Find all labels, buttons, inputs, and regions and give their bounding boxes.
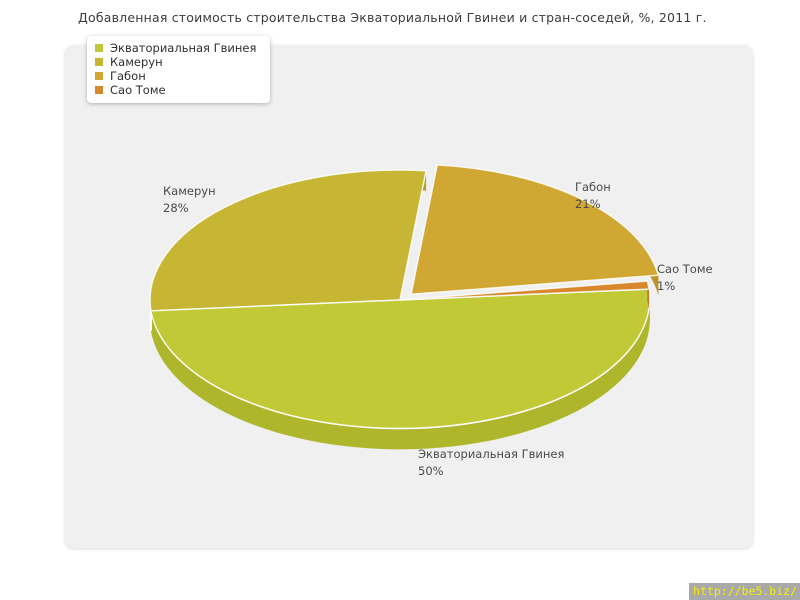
slice-label-name: Камерун: [163, 184, 216, 198]
legend-item-gabon[interactable]: Габон: [95, 69, 256, 83]
slice-label-saotome: Сао Томе 1%: [657, 261, 713, 295]
slice-label-eqguinea: Экваториальная Гвинея 50%: [418, 446, 564, 480]
legend: Экваториальная Гвинея Камерун Габон Сао …: [87, 36, 271, 103]
chart-title: Добавленная стоимость строительства Эква…: [78, 10, 707, 25]
slice-label-name: Экваториальная Гвинея: [418, 447, 565, 461]
legend-label: Сао Томе: [110, 83, 166, 97]
legend-label: Габон: [110, 69, 146, 83]
legend-item-eqguinea[interactable]: Экваториальная Гвинея: [95, 41, 256, 55]
slice-label-gabon: Габон 21%: [575, 179, 611, 213]
slice-label-name: Габон: [575, 180, 611, 194]
legend-item-saotome[interactable]: Сао Томе: [95, 83, 256, 97]
legend-label: Камерун: [110, 55, 163, 69]
pie-slice-eqguinea[interactable]: [150, 288, 651, 430]
slice-label-cameroon: Камерун 28%: [163, 183, 216, 217]
watermark-link[interactable]: http://be5.biz/: [689, 583, 800, 600]
slice-label-percent: 21%: [575, 197, 601, 211]
legend-swatch-icon: [95, 44, 103, 52]
slice-label-percent: 50%: [418, 464, 444, 478]
slice-label-name: Сао Томе: [657, 262, 713, 276]
legend-swatch-icon: [95, 58, 103, 66]
legend-item-cameroon[interactable]: Камерун: [95, 55, 256, 69]
legend-label: Экваториальная Гвинея: [110, 41, 257, 55]
legend-swatch-icon: [95, 86, 103, 94]
pie-slice-saotome[interactable]: [399, 280, 650, 301]
pie-slice-cameroon[interactable]: [149, 169, 428, 312]
slice-label-percent: 28%: [163, 201, 189, 215]
slice-label-percent: 1%: [657, 279, 676, 293]
pie-slice-gabon[interactable]: [410, 164, 660, 296]
legend-swatch-icon: [95, 72, 103, 80]
